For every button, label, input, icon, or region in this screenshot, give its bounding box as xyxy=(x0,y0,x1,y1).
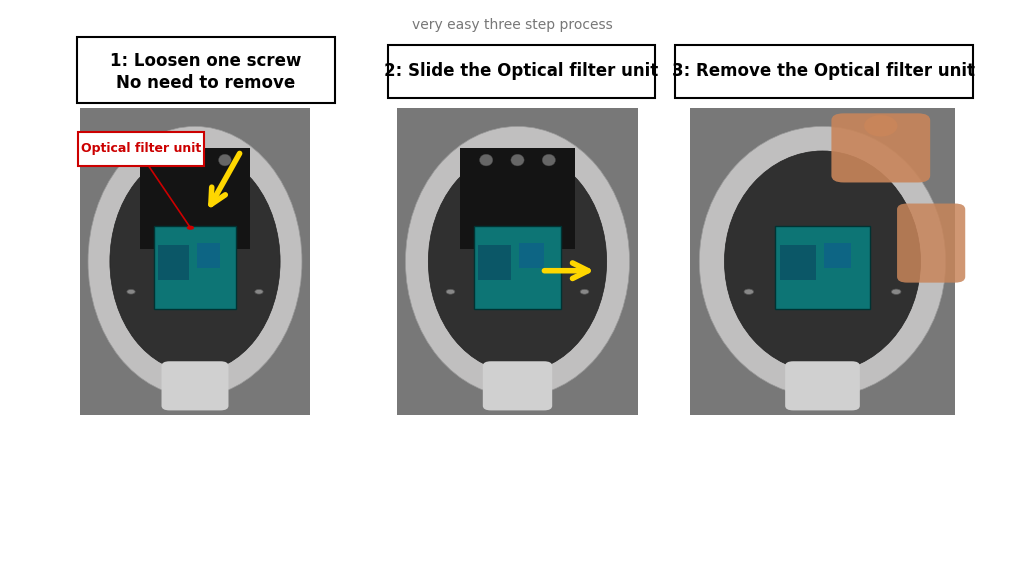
FancyBboxPatch shape xyxy=(397,108,638,415)
FancyBboxPatch shape xyxy=(831,113,930,183)
Ellipse shape xyxy=(428,151,606,372)
FancyBboxPatch shape xyxy=(482,361,552,410)
Ellipse shape xyxy=(864,115,897,136)
Circle shape xyxy=(744,289,754,294)
Circle shape xyxy=(446,290,455,294)
FancyBboxPatch shape xyxy=(690,108,955,415)
Text: 3: Remove the Optical filter unit: 3: Remove the Optical filter unit xyxy=(673,62,976,80)
FancyBboxPatch shape xyxy=(824,243,851,268)
FancyBboxPatch shape xyxy=(154,226,237,309)
FancyBboxPatch shape xyxy=(519,243,544,268)
Circle shape xyxy=(892,289,901,294)
Circle shape xyxy=(581,290,589,294)
FancyBboxPatch shape xyxy=(197,243,220,268)
FancyBboxPatch shape xyxy=(775,226,870,309)
FancyBboxPatch shape xyxy=(78,132,204,165)
Ellipse shape xyxy=(479,154,493,166)
Text: No need to remove: No need to remove xyxy=(117,74,296,92)
Text: 1: Loosen one screw: 1: Loosen one screw xyxy=(111,52,302,70)
Ellipse shape xyxy=(188,154,202,166)
Ellipse shape xyxy=(406,127,630,397)
FancyBboxPatch shape xyxy=(460,148,575,249)
FancyBboxPatch shape xyxy=(779,245,816,280)
Text: Optical filter unit: Optical filter unit xyxy=(81,142,201,155)
Ellipse shape xyxy=(724,151,921,372)
Ellipse shape xyxy=(511,154,524,166)
FancyBboxPatch shape xyxy=(474,226,561,309)
Text: 2: Slide the Optical filter unit: 2: Slide the Optical filter unit xyxy=(384,62,658,80)
FancyBboxPatch shape xyxy=(388,45,655,98)
FancyBboxPatch shape xyxy=(897,203,966,283)
FancyBboxPatch shape xyxy=(158,245,189,280)
FancyBboxPatch shape xyxy=(675,45,973,98)
Ellipse shape xyxy=(110,151,281,372)
Ellipse shape xyxy=(218,154,231,166)
Text: very easy three step process: very easy three step process xyxy=(412,18,612,32)
Ellipse shape xyxy=(88,127,302,397)
Circle shape xyxy=(255,290,263,294)
FancyBboxPatch shape xyxy=(140,148,250,249)
Ellipse shape xyxy=(699,127,946,397)
Ellipse shape xyxy=(542,154,555,166)
Circle shape xyxy=(186,225,195,230)
Ellipse shape xyxy=(159,154,171,166)
Circle shape xyxy=(127,290,135,294)
FancyBboxPatch shape xyxy=(77,37,335,103)
FancyBboxPatch shape xyxy=(162,361,228,410)
FancyBboxPatch shape xyxy=(478,245,511,280)
FancyBboxPatch shape xyxy=(785,361,860,410)
FancyBboxPatch shape xyxy=(80,108,310,415)
